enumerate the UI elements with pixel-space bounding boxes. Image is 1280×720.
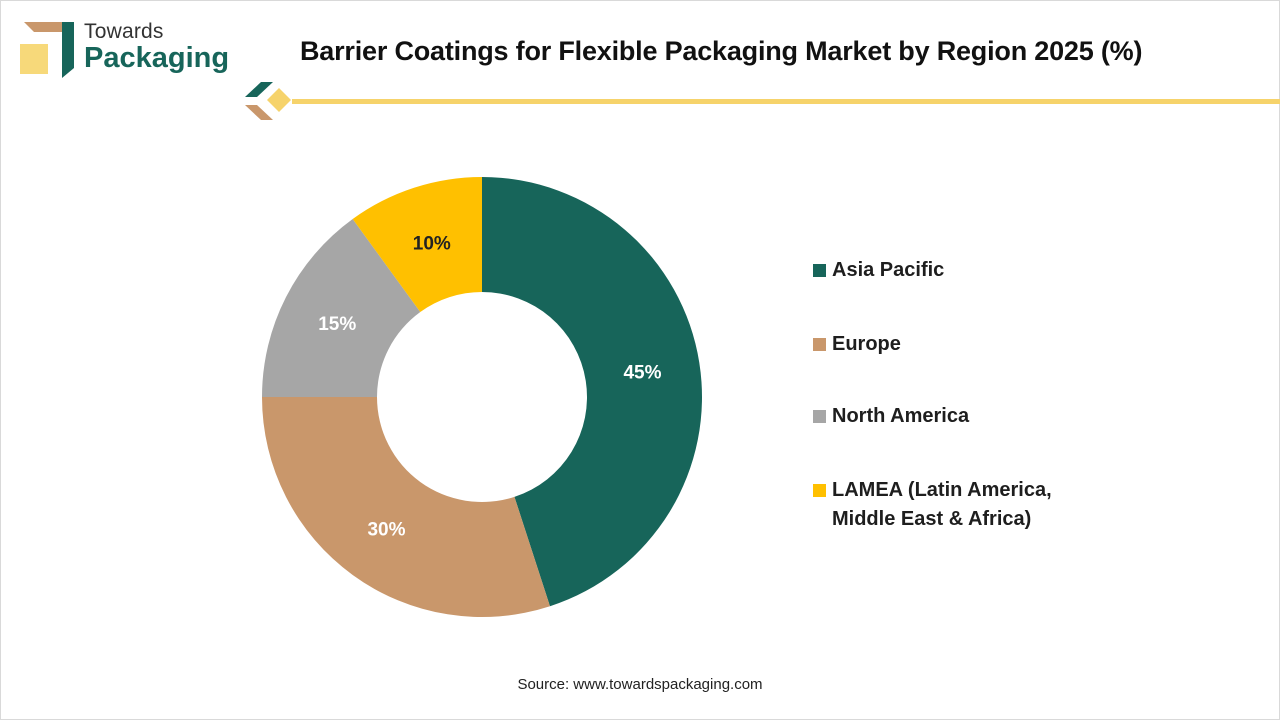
box-logo-icon: [16, 22, 74, 78]
donut-slice-1: [482, 177, 702, 607]
legend-label: Asia Pacific: [832, 259, 945, 281]
legend-label: North America: [832, 405, 970, 427]
data-label-1: 45%: [623, 363, 661, 384]
legend-swatch: [813, 264, 826, 277]
source-note: Source: www.towardspackaging.com: [517, 676, 763, 693]
legend-label: Middle East & Africa): [832, 508, 1032, 530]
logo-text-towards: Towards: [84, 20, 164, 43]
towards-packaging-logo: Towards Packaging: [16, 18, 246, 82]
legend-item-4: LAMEA (Latin America, Middle East & Afric…: [813, 476, 1133, 534]
logo-text-packaging: Packaging: [84, 42, 230, 74]
donut-slice-4: [352, 177, 482, 313]
legend-item-2: Europe: [813, 330, 1133, 359]
chart-title: Barrier Coatings for Flexible Packaging …: [300, 36, 1143, 66]
donut-slice-2: [262, 397, 550, 617]
legend-item-1: Asia Pacific: [813, 256, 1133, 285]
title-underline: [292, 99, 1280, 104]
chart-legend: Asia Pacific Europe North America LAMEA (La…: [813, 256, 1133, 534]
legend-label: Europe: [832, 333, 901, 355]
legend-swatch: [813, 338, 826, 351]
data-label-3: 15%: [318, 314, 356, 335]
data-label-2: 30%: [367, 519, 405, 540]
diamond-accent-icon: [245, 82, 291, 120]
legend-swatch: [813, 484, 826, 497]
data-label-4: 10%: [413, 233, 451, 254]
legend-swatch: [813, 410, 826, 423]
legend-label: LAMEA (Latin America,: [832, 479, 1052, 501]
donut-slice-3: [262, 219, 421, 397]
legend-item-3: North America: [813, 402, 1133, 431]
